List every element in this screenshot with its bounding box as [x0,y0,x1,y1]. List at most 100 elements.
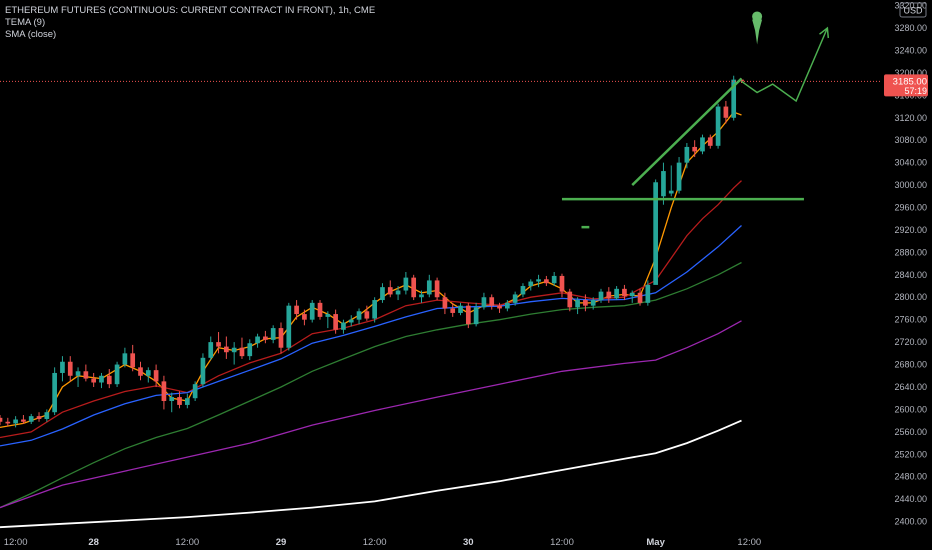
y-tick-9: 2760.00 [894,315,927,325]
candle-body-5 [36,416,42,419]
candle-body-30 [231,347,237,353]
candle-body-67 [520,286,526,295]
candle-body-59 [458,305,463,313]
x-tick-6: 12:00 [550,537,574,548]
candle-body-83 [645,284,651,303]
candle-body-91 [707,137,713,146]
candle-body-0 [0,417,3,422]
candle-body-72 [559,275,565,292]
candle-body-41 [317,302,323,317]
currency-label: USD [903,6,923,16]
candle-body-14 [106,375,112,385]
candle-body-32 [247,343,253,357]
candle-body-15 [114,364,120,385]
candle-body-65 [505,302,510,309]
candle-body-95 [739,79,744,82]
x-tick-0: 12:00 [4,537,28,548]
candle-body-46 [356,311,362,320]
candle-body-53 [411,277,417,298]
candle-body-71 [551,275,557,284]
currency-box [899,2,927,18]
y-tick-8: 2720.00 [894,337,927,347]
candle-body-57 [442,297,448,309]
candle-body-11 [83,371,89,379]
projection-path [741,27,829,103]
ma-line-3 [0,261,742,509]
y-tick-2: 2480.00 [894,472,927,482]
y-tick-6: 2640.00 [894,382,927,392]
candle-body-50 [387,287,393,295]
candle-body-68 [528,281,534,287]
price-tag-countdown: 57:19 [904,86,927,96]
candle-body-34 [263,336,268,340]
candle-body-90 [700,137,705,152]
candle-body-62 [481,297,487,308]
ma-line-4 [0,320,742,509]
candle-body-22 [169,397,175,402]
candle-body-58 [450,308,456,313]
y-tick-18: 3120.00 [894,113,927,123]
legend-sma: SMA (close) [5,29,57,40]
candle-body-3 [21,419,26,422]
candle-body-74 [575,300,580,308]
candle-body-7 [52,372,57,413]
candle-body-17 [130,353,136,368]
candle-body-12 [91,378,97,383]
candle-body-47 [364,311,370,319]
candle-body-9 [67,361,73,376]
y-tick-17: 3080.00 [894,135,927,145]
candle-body-92 [715,106,721,146]
y-tick-4: 2560.00 [894,427,927,437]
candle-body-36 [278,328,284,348]
candle-body-94 [731,79,737,118]
y-tick-22: 3280.00 [894,23,927,33]
candle-body-23 [177,397,182,405]
candle-body-18 [138,367,143,376]
x-tick-8: 12:00 [737,537,761,548]
ma-line-2 [0,225,742,447]
candle-body-24 [184,398,190,405]
x-tick-4: 12:00 [363,537,387,548]
x-tick-5: 30 [463,537,474,548]
candle-body-64 [497,305,502,309]
chart-legend: ETHEREUM FUTURES (CONTINUOUS: CURRENT CO… [5,5,375,41]
candle-body-93 [723,106,729,118]
candle-body-73 [567,291,573,308]
candle-body-43 [333,314,338,330]
candle-body-13 [99,375,104,383]
candle-body-31 [239,347,245,357]
candle-body-2 [13,419,18,424]
candle-body-77 [598,291,604,301]
candle-body-88 [684,146,690,163]
y-tick-11: 2840.00 [894,270,927,280]
candle-body-37 [286,305,292,348]
candle-body-54 [419,294,424,298]
y-tick-14: 2960.00 [894,203,927,213]
y-tick-13: 2920.00 [894,225,927,235]
arrow-head [819,26,830,39]
candle-body-61 [473,307,479,325]
candle-body-44 [341,322,346,330]
candle-body-28 [216,342,221,347]
candle-body-56 [434,280,440,298]
candle-body-55 [426,280,432,295]
candle-body-35 [270,328,276,340]
y-tick-16: 3040.00 [894,158,927,168]
candle-body-4 [28,416,34,422]
candle-body-69 [536,279,541,282]
candle-body-63 [489,297,495,306]
y-tick-10: 2800.00 [894,292,927,302]
candle-body-45 [348,319,354,323]
candle-body-82 [637,292,643,303]
price-tag [884,74,928,97]
candle-body-79 [614,288,619,299]
candle-body-86 [668,190,674,194]
candle-body-78 [606,291,612,299]
candle-body-51 [395,290,401,295]
x-tick-1: 28 [88,537,99,548]
candle-body-39 [302,314,307,320]
x-tick-2: 12:00 [175,537,199,548]
y-tick-3: 2520.00 [894,449,927,459]
y-tick-12: 2880.00 [894,247,927,257]
